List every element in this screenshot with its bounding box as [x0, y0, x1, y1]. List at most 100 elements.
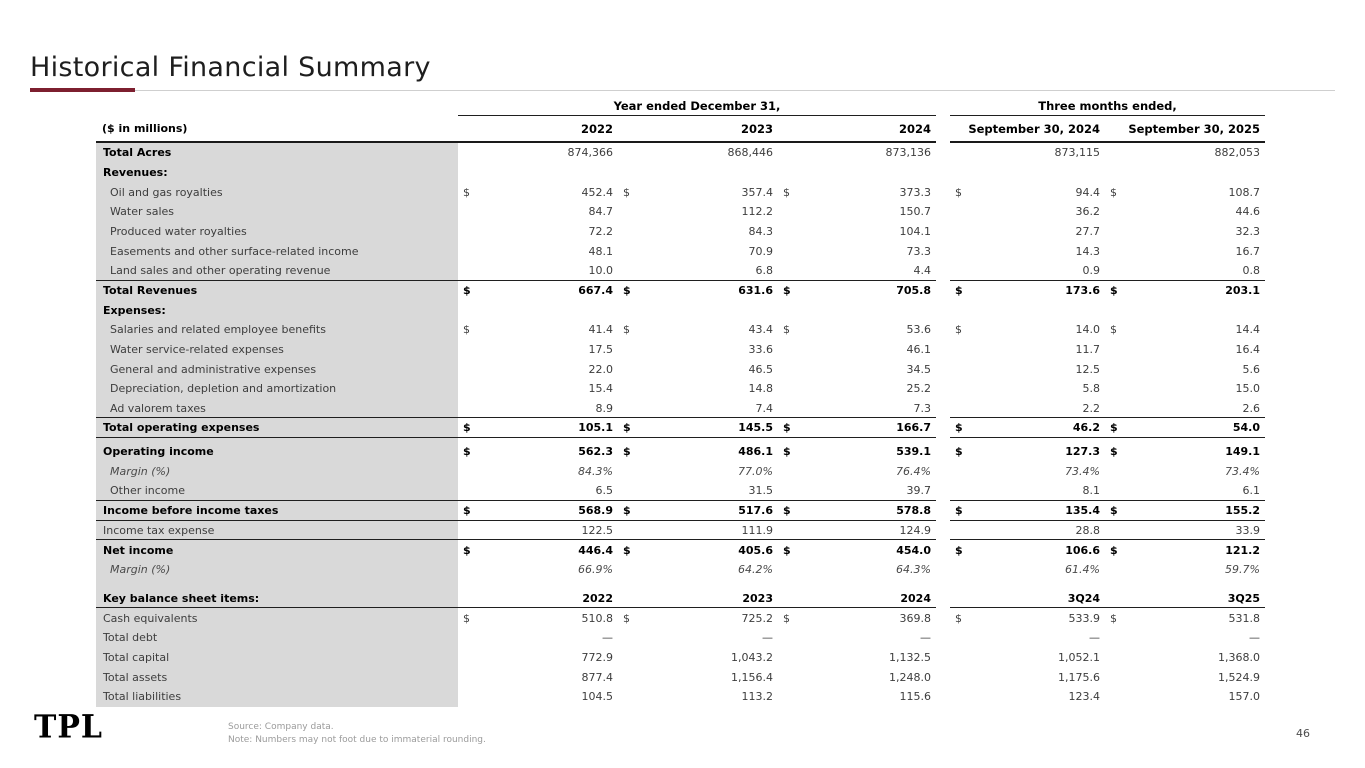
cell-value: 10.0	[588, 263, 614, 277]
cell-value: 7.4	[755, 401, 774, 415]
row-salaries-benefits: Salaries and related employee benefits $4…	[96, 320, 1265, 340]
column-header-2024: 2024	[778, 116, 936, 143]
section-gap	[936, 462, 950, 482]
cell-value: 70.9	[748, 244, 774, 258]
cell-value: 39.7	[906, 484, 932, 498]
value-cell: 46.1	[778, 340, 936, 360]
value-cell: $149.1	[1105, 442, 1265, 462]
dollar-sign: $	[1110, 543, 1118, 557]
row-label: Income before income taxes	[96, 501, 458, 521]
section-gap	[936, 97, 950, 116]
dollar-sign: $	[955, 323, 962, 337]
value-cell: $486.1	[618, 442, 778, 462]
dollar-sign: $	[783, 611, 790, 625]
cell-value: 25.2	[906, 382, 932, 396]
cell-value: 127.3	[1065, 445, 1100, 459]
row-label: Depreciation, depletion and amortization	[96, 379, 458, 399]
column-header-2022: 2022	[458, 116, 618, 143]
value-cell: 1,156.4	[618, 667, 778, 687]
value-cell: $127.3	[950, 442, 1105, 462]
section-gap	[936, 481, 950, 501]
value-cell: 6.8	[618, 261, 778, 281]
dollar-sign: $	[1110, 421, 1118, 435]
value-cell: 48.1	[458, 241, 618, 261]
value-cell: $166.7	[778, 418, 936, 439]
row-depreciation-depletion-amortization: Depreciation, depletion and amortization…	[96, 379, 1265, 399]
row-label: Salaries and related employee benefits	[96, 320, 458, 340]
value-cell: 14.8	[618, 379, 778, 399]
value-cell: $369.8	[778, 608, 936, 628]
row-operating-income: Operating income $562.3 $486.1 $539.1 $127.3…	[96, 442, 1265, 462]
cell-value: 84.3	[748, 225, 774, 239]
value-cell: 877.4	[458, 667, 618, 687]
row-net-income: Net income $446.4 $405.6 $454.0 $106.6 $121.2	[96, 540, 1265, 561]
cell-value: 510.8	[581, 611, 614, 625]
cell-value: 54.0	[1232, 421, 1260, 435]
cell-value: 33.6	[748, 343, 774, 357]
cell-value: 104.5	[581, 690, 614, 704]
value-cell: 0.9	[950, 261, 1105, 281]
section-gap	[936, 628, 950, 648]
value-cell	[1105, 163, 1265, 183]
value-cell: 73.4%	[1105, 462, 1265, 482]
cell-value: —	[602, 631, 613, 645]
value-cell: 112.2	[618, 202, 778, 222]
value-cell	[458, 163, 618, 183]
units-label: ($ in millions)	[96, 116, 458, 143]
cell-value: 46.2	[1072, 421, 1100, 435]
cell-value: 84.7	[588, 205, 614, 219]
value-cell: 25.2	[778, 379, 936, 399]
value-cell: $373.3	[778, 182, 936, 202]
row-general-admin-expenses: General and administrative expenses 22.0 4…	[96, 359, 1265, 380]
value-cell: 61.4%	[950, 560, 1105, 580]
cell-value: 405.6	[738, 543, 773, 557]
row-label: Land sales and other operating revenue	[96, 261, 458, 281]
row-produced-water-royalties: Produced water royalties 72.2 84.3 104.1 27.…	[96, 221, 1265, 242]
section-gap	[936, 116, 950, 143]
value-cell: 32.3	[1105, 222, 1265, 242]
section-gap	[936, 222, 950, 242]
spacer-row	[96, 438, 1265, 443]
cell-value: 84.3%	[578, 465, 613, 479]
cell-value: 1,132.5	[889, 651, 931, 665]
cell-value: 8.9	[595, 401, 614, 415]
row-operating-margin: Margin (%) 84.3% 77.0% 76.4% 73.4% 73.4%	[96, 461, 1265, 482]
section-gap	[936, 241, 950, 261]
cell-value: 104.1	[899, 225, 932, 239]
cell-value: 157.0	[1228, 690, 1261, 704]
row-label: Margin (%)	[96, 461, 458, 482]
value-cell: 84.3%	[458, 462, 618, 482]
value-cell: 39.7	[778, 481, 936, 502]
value-cell: 873,115	[950, 143, 1105, 163]
cell-value: 0.9	[1082, 263, 1101, 277]
value-cell: $452.4	[458, 182, 618, 202]
cell-value: —	[920, 631, 931, 645]
dollar-sign: $	[463, 323, 470, 337]
value-cell: $631.6	[618, 281, 778, 301]
cell-value: 11.7	[1075, 343, 1101, 357]
value-cell: 84.3	[618, 222, 778, 242]
cell-value: 705.8	[896, 284, 931, 298]
cell-value: 155.2	[1225, 503, 1260, 517]
cell-value: 31.5	[748, 484, 774, 498]
value-cell: 22.0	[458, 359, 618, 379]
cell-value: 517.6	[738, 503, 773, 517]
section-gap	[936, 379, 950, 399]
value-cell: 5.8	[950, 379, 1105, 399]
value-cell: 73.3	[778, 241, 936, 261]
row-land-sales: Land sales and other operating revenue 10…	[96, 261, 1265, 281]
row-expenses-header: Expenses:	[96, 300, 1265, 321]
cell-value: 203.1	[1225, 284, 1260, 298]
value-cell: $446.4	[458, 540, 618, 560]
column-header-sep-30-2024: September 30, 2024	[950, 116, 1105, 143]
cell-value: 166.7	[896, 421, 931, 435]
dollar-sign: $	[783, 421, 791, 435]
cell-value: 562.3	[578, 445, 613, 459]
row-other-income: Other income 6.5 31.5 39.7 8.1 6.1	[96, 481, 1265, 502]
value-cell: 15.4	[458, 379, 618, 399]
cell-value: 3Q25	[1227, 591, 1260, 605]
value-cell: $517.6	[618, 501, 778, 521]
row-label: Ad valorem taxes	[96, 398, 458, 419]
value-cell: $14.4	[1105, 320, 1265, 340]
row-label: Total liabilities	[96, 687, 458, 707]
